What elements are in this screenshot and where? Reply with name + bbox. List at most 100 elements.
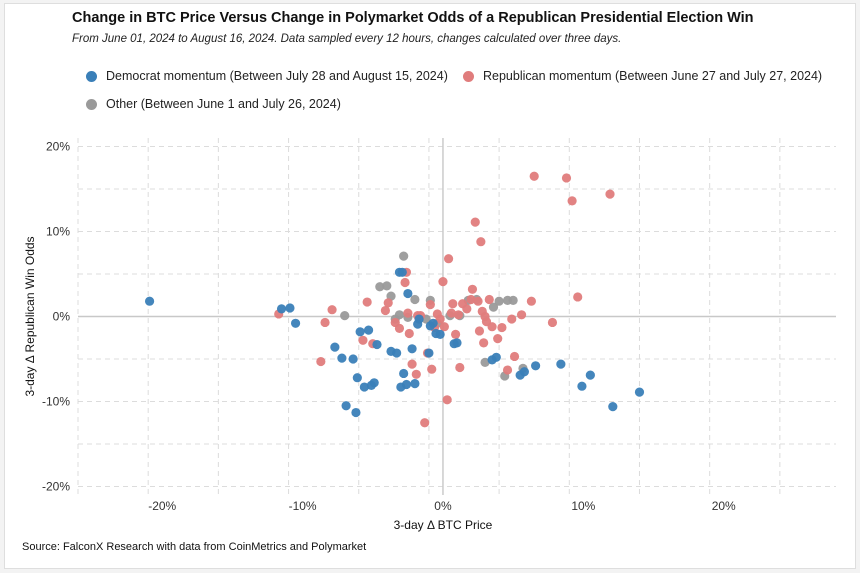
y-axis-title: 3-day Δ Republican Win Odds bbox=[23, 236, 37, 396]
point-democrat bbox=[355, 327, 365, 337]
x-tick-label: 20% bbox=[712, 499, 736, 513]
point-other bbox=[394, 310, 405, 320]
point-other bbox=[340, 311, 350, 321]
point-republican bbox=[561, 173, 572, 183]
y-tick-label: 20% bbox=[46, 140, 70, 154]
point-democrat bbox=[348, 354, 358, 364]
chart-subtitle: From June 01, 2024 to August 16, 2024. D… bbox=[72, 33, 622, 45]
point-democrat bbox=[585, 370, 595, 380]
point-republican bbox=[443, 254, 454, 264]
point-democrat bbox=[359, 382, 369, 392]
point-republican bbox=[438, 277, 448, 287]
legend-other: Other (Between June 1 and July 26, 2024) bbox=[86, 97, 341, 111]
point-republican bbox=[394, 323, 405, 333]
point-republican bbox=[467, 284, 478, 294]
legend-democrat-label: Democrat momentum (Between July 28 and A… bbox=[106, 69, 448, 83]
point-democrat bbox=[531, 361, 541, 371]
point-republican bbox=[362, 297, 372, 307]
point-republican bbox=[455, 362, 465, 373]
point-other bbox=[494, 296, 504, 306]
point-republican bbox=[462, 304, 472, 314]
point-democrat bbox=[285, 303, 295, 313]
x-tick-label: -20% bbox=[148, 499, 176, 513]
y-tick-label: -20% bbox=[42, 480, 70, 494]
point-democrat bbox=[491, 352, 501, 362]
point-republican bbox=[476, 237, 486, 247]
y-tick-label: 10% bbox=[46, 225, 70, 239]
point-republican bbox=[439, 322, 449, 332]
point-republican bbox=[400, 277, 410, 288]
x-tick-label: 10% bbox=[571, 499, 595, 513]
point-republican bbox=[526, 296, 536, 306]
point-democrat bbox=[519, 367, 529, 377]
point-democrat bbox=[369, 378, 379, 388]
point-republican bbox=[404, 328, 414, 339]
point-democrat bbox=[341, 401, 351, 411]
legend-other-marker bbox=[86, 98, 97, 110]
point-republican bbox=[425, 300, 435, 310]
x-axis-title: 3-day Δ BTC Price bbox=[394, 518, 493, 532]
legend-democrat: Democrat momentum (Between July 28 and A… bbox=[86, 69, 448, 83]
point-republican bbox=[435, 314, 445, 324]
point-republican bbox=[547, 317, 558, 328]
legend-republican-label: Republican momentum (Between June 27 and… bbox=[483, 69, 823, 83]
source-note: Source: FalconX Research with data from … bbox=[22, 541, 367, 553]
point-other bbox=[382, 281, 392, 291]
point-republican bbox=[473, 296, 483, 306]
point-democrat bbox=[407, 344, 417, 354]
point-republican bbox=[316, 356, 326, 367]
point-republican bbox=[453, 310, 464, 320]
point-republican bbox=[529, 171, 539, 181]
point-democrat bbox=[276, 304, 287, 314]
point-democrat bbox=[337, 353, 347, 363]
point-democrat bbox=[144, 296, 155, 306]
y-tick-label: -10% bbox=[42, 395, 70, 409]
point-democrat bbox=[577, 381, 587, 391]
legend-other-label: Other (Between June 1 and July 26, 2024) bbox=[106, 97, 341, 111]
point-other bbox=[488, 302, 499, 312]
point-democrat bbox=[556, 359, 566, 369]
point-democrat bbox=[330, 342, 340, 352]
point-democrat bbox=[414, 314, 424, 324]
point-republican bbox=[320, 317, 330, 328]
point-democrat bbox=[372, 339, 382, 350]
point-republican bbox=[516, 310, 527, 320]
point-republican bbox=[567, 196, 577, 206]
point-democrat bbox=[634, 387, 645, 397]
x-tick-label: 0% bbox=[434, 499, 452, 513]
point-democrat bbox=[403, 288, 413, 299]
point-republican bbox=[358, 335, 368, 345]
point-republican bbox=[450, 329, 461, 339]
point-republican bbox=[470, 217, 480, 227]
point-republican bbox=[497, 322, 507, 333]
point-republican bbox=[380, 305, 391, 316]
chart-title: Change in BTC Price Versus Change in Pol… bbox=[72, 10, 754, 26]
point-democrat bbox=[435, 329, 445, 339]
point-republican bbox=[403, 308, 413, 318]
point-republican bbox=[507, 314, 517, 324]
point-republican bbox=[446, 308, 456, 318]
point-republican bbox=[383, 298, 393, 308]
point-other bbox=[480, 357, 490, 367]
point-democrat bbox=[424, 348, 434, 358]
point-republican bbox=[327, 305, 337, 315]
point-other bbox=[508, 295, 518, 305]
point-republican bbox=[411, 369, 421, 379]
y-tick-label: 0% bbox=[53, 310, 71, 324]
point-republican bbox=[502, 365, 513, 375]
point-republican bbox=[448, 299, 458, 309]
point-democrat bbox=[608, 402, 618, 412]
point-republican bbox=[466, 294, 476, 305]
point-republican bbox=[484, 294, 494, 305]
point-democrat bbox=[351, 407, 361, 418]
point-other bbox=[399, 251, 409, 261]
point-other bbox=[410, 294, 420, 305]
point-republican bbox=[407, 359, 417, 369]
legend-democrat-marker bbox=[86, 70, 97, 82]
point-democrat bbox=[352, 373, 362, 383]
point-democrat bbox=[392, 348, 402, 358]
point-republican bbox=[605, 189, 615, 199]
point-other bbox=[375, 282, 385, 292]
legend-republican: Republican momentum (Between June 27 and… bbox=[463, 69, 822, 83]
